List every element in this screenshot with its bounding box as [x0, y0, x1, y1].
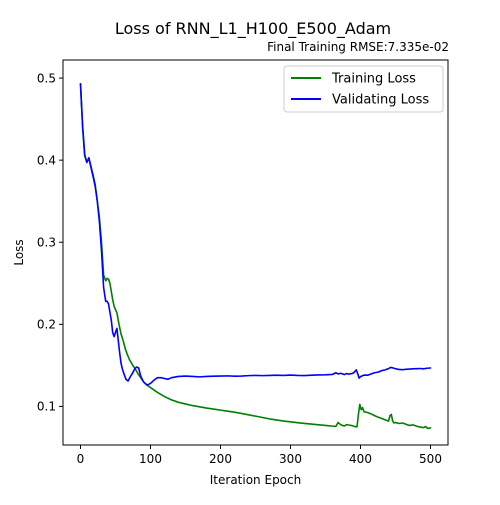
y-tick-label: 0.2 [37, 318, 56, 332]
series-line-training-loss [79, 83, 432, 430]
legend-box [283, 65, 444, 113]
y-tick-label: 0.3 [37, 236, 56, 250]
x-axis-ticks: 0 100 200 300 400 500 [77, 445, 442, 466]
y-tick-label: 0.1 [37, 400, 56, 414]
series-line-validating-loss [79, 83, 432, 386]
x-tick-label: 0 [77, 452, 85, 466]
axes-frame [62, 59, 449, 446]
x-tick-label: 200 [209, 452, 232, 466]
legend-label-training-loss: Training Loss [331, 72, 416, 87]
plot-area: 0 100 200 300 400 500 0.1 0.2 0.3 0.4 0.5 [37, 59, 449, 466]
chart-subtitle: Final Training RMSE:7.335e-02 [267, 40, 449, 54]
y-axis-ticks: 0.1 0.2 0.3 0.4 0.5 [37, 71, 63, 414]
legend: Training Loss Validating Loss [283, 65, 444, 113]
x-tick-label: 100 [139, 452, 162, 466]
x-tick-label: 300 [279, 452, 302, 466]
y-tick-label: 0.4 [37, 153, 56, 167]
y-axis-label: Loss [12, 239, 26, 265]
legend-label-validating-loss: Validating Loss [332, 93, 429, 108]
x-axis-label: Iteration Epoch [210, 473, 301, 487]
x-tick-label: 400 [349, 452, 372, 466]
series-layer [79, 83, 432, 430]
x-tick-label: 500 [419, 452, 442, 466]
y-tick-label: 0.5 [37, 71, 56, 85]
chart-title: Loss of RNN_L1_H100_E500_Adam [115, 19, 391, 39]
